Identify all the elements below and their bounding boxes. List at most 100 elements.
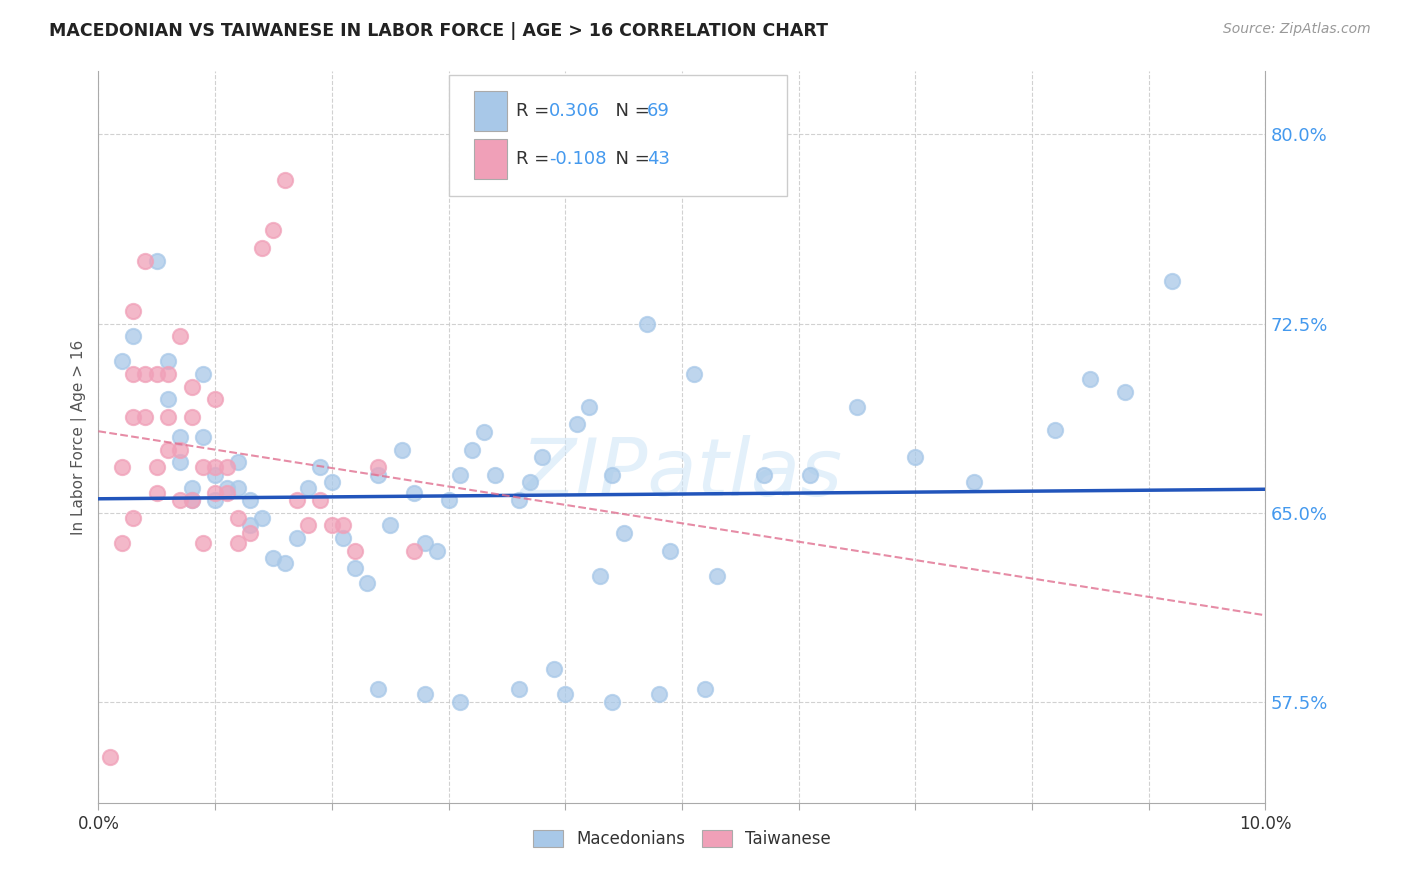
Point (426, 543, 449, 558)
Point (285, 493, 308, 508)
Y-axis label: In Labor Force | Age > 16: In Labor Force | Age > 16 (72, 340, 87, 534)
Point (437, 493, 460, 508)
Point (146, 485, 169, 500)
Point (274, 173, 297, 187)
Point (367, 460, 389, 475)
Point (600, 695, 623, 709)
Point (344, 561, 367, 575)
Text: R =: R = (516, 103, 555, 120)
Point (297, 518, 319, 533)
Point (285, 531, 308, 545)
Point (695, 682, 717, 697)
Point (228, 481, 250, 495)
Legend: Macedonians, Taiwanese: Macedonians, Taiwanese (524, 822, 839, 856)
FancyBboxPatch shape (474, 138, 508, 179)
Point (636, 317, 658, 331)
Text: 0.306: 0.306 (548, 103, 600, 120)
Point (215, 460, 238, 475)
Point (204, 392, 226, 407)
Point (565, 417, 588, 432)
Point (1080, 372, 1102, 386)
Point (309, 460, 332, 475)
Point (356, 576, 378, 591)
Point (752, 467, 775, 482)
Point (344, 543, 367, 558)
Point (262, 223, 284, 237)
Point (682, 367, 704, 381)
Point (962, 475, 984, 490)
Point (321, 475, 343, 490)
Point (367, 682, 389, 697)
Point (169, 329, 191, 343)
Point (169, 493, 191, 508)
Point (215, 485, 238, 500)
Point (134, 253, 156, 268)
Text: -0.108: -0.108 (548, 150, 606, 168)
Point (846, 400, 869, 414)
Point (204, 467, 226, 482)
Point (180, 493, 202, 508)
FancyBboxPatch shape (474, 91, 508, 131)
Point (659, 543, 682, 558)
Text: 69: 69 (647, 103, 669, 120)
Point (904, 450, 927, 465)
Point (157, 409, 180, 424)
Point (146, 460, 169, 475)
Point (146, 253, 169, 268)
Point (228, 455, 250, 469)
Point (449, 467, 471, 482)
Point (262, 551, 284, 566)
Point (472, 425, 495, 439)
Point (204, 485, 226, 500)
Point (543, 662, 565, 676)
Point (461, 442, 484, 457)
Point (215, 481, 238, 495)
Point (647, 687, 669, 701)
Point (111, 354, 134, 368)
Point (297, 481, 319, 495)
Point (169, 430, 191, 444)
Point (146, 367, 169, 381)
Point (706, 569, 728, 583)
Point (122, 329, 145, 343)
Point (1045, 423, 1067, 437)
Point (157, 354, 180, 368)
Point (484, 467, 506, 482)
Point (180, 379, 202, 393)
Point (122, 510, 145, 524)
Point (1114, 384, 1136, 399)
Point (157, 392, 180, 407)
Point (169, 455, 191, 469)
Point (1161, 274, 1184, 288)
Text: Source: ZipAtlas.com: Source: ZipAtlas.com (1223, 22, 1371, 37)
Point (321, 518, 343, 533)
Point (193, 367, 215, 381)
Point (228, 536, 250, 550)
Point (239, 525, 262, 540)
Point (239, 493, 262, 508)
Text: N =: N = (603, 103, 655, 120)
Point (274, 556, 297, 570)
Point (157, 442, 180, 457)
Point (402, 485, 425, 500)
Point (391, 442, 413, 457)
Point (228, 510, 250, 524)
Point (122, 409, 145, 424)
Text: ZIPatlas: ZIPatlas (520, 434, 844, 513)
Text: 43: 43 (647, 150, 669, 168)
Text: MACEDONIAN VS TAIWANESE IN LABOR FORCE | AGE > 16 CORRELATION CHART: MACEDONIAN VS TAIWANESE IN LABOR FORCE |… (49, 22, 828, 40)
Point (413, 687, 436, 701)
Point (612, 525, 634, 540)
Point (402, 543, 425, 558)
Point (554, 687, 576, 701)
FancyBboxPatch shape (449, 75, 787, 195)
Point (332, 531, 354, 545)
Point (193, 460, 215, 475)
Point (204, 460, 226, 475)
Point (380, 518, 402, 533)
Point (134, 409, 156, 424)
Point (111, 536, 134, 550)
Point (578, 400, 600, 414)
Point (519, 475, 541, 490)
Point (169, 442, 191, 457)
